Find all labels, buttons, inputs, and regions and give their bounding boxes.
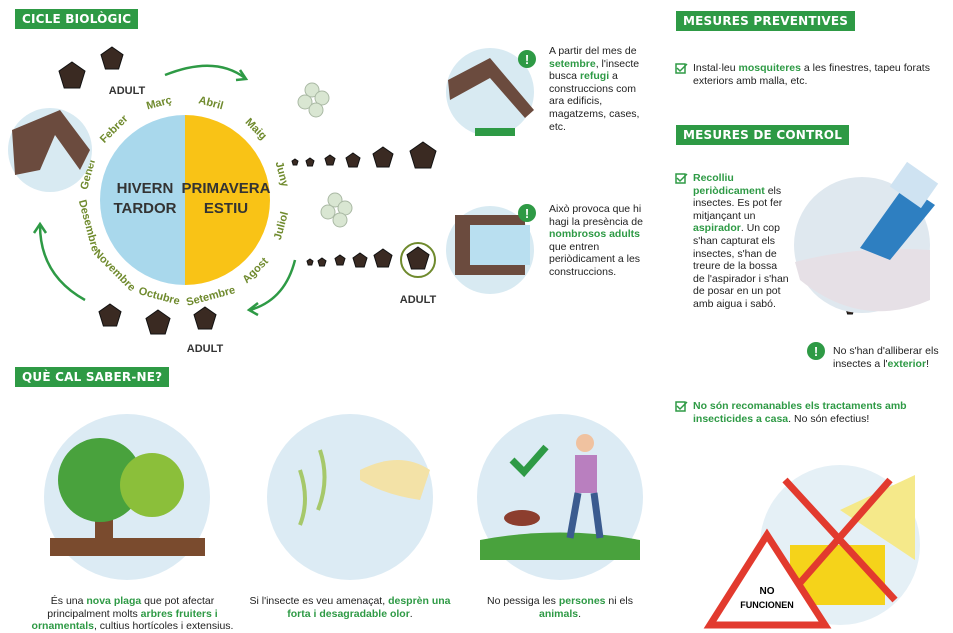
- section-header: QUÈ CAL SABER-NE?: [15, 367, 169, 387]
- note: A partir del mes de setembre, l'insecte …: [549, 45, 649, 133]
- text-segment: animals: [539, 608, 578, 620]
- text-segment: A partir del mes de: [549, 45, 637, 57]
- text-segment: !: [926, 358, 929, 370]
- month: Maig: [243, 116, 269, 142]
- know-caption: Si l'insecte es veu amenaçat, desprèn un…: [245, 595, 455, 620]
- bug-icon: [374, 249, 392, 267]
- control-warning: No s'han d'alliberar els insectes a l'ex…: [833, 345, 951, 370]
- bug-icon: [59, 62, 85, 88]
- text-segment: És una: [51, 595, 87, 607]
- month: Desembre: [76, 199, 101, 253]
- text-segment: mosquiteres: [739, 62, 801, 74]
- season: TARDOR: [113, 200, 176, 217]
- bug-icon: [346, 153, 360, 167]
- month: Setembre: [185, 284, 237, 309]
- bug-icon: [373, 147, 393, 167]
- text-segment: .: [578, 608, 581, 620]
- text-segment: persones: [559, 595, 606, 607]
- adult-label: ADULT: [187, 343, 224, 355]
- know-caption: No pessiga les persones ni els animals.: [470, 595, 650, 620]
- bug-icon: [353, 253, 367, 267]
- section-header: MESURES DE CONTROL: [676, 125, 849, 145]
- sign-text: NO: [760, 586, 775, 597]
- bug-icon: [194, 307, 216, 329]
- text-segment: Instal·leu: [693, 62, 739, 74]
- control-item: Recolliu periòdicament els insectes. Es …: [693, 172, 791, 311]
- bug-icon: [410, 142, 436, 168]
- bug-icon: [325, 155, 335, 165]
- text-segment: setembre: [549, 58, 596, 70]
- bug-icon: [335, 255, 345, 265]
- section-header: MESURES PREVENTIVES: [676, 11, 855, 31]
- text-segment: . Un cop s'han capturat els insectes, s'…: [693, 222, 789, 310]
- text-segment: nombrosos adults: [549, 228, 640, 240]
- control-item: No són recomanables els tractaments amb …: [693, 400, 938, 425]
- svg-text:!: !: [525, 206, 529, 221]
- month: Març: [145, 94, 173, 112]
- page: HIVERN TARDOR PRIMAVERA ESTIU GenerFebre…: [0, 0, 953, 632]
- bug-icon: [407, 247, 429, 269]
- text-segment: nova plaga: [86, 595, 141, 607]
- bug-icon: [101, 47, 123, 69]
- text-segment: que entren periòdicament a les construcc…: [549, 241, 640, 278]
- season: ESTIU: [204, 200, 248, 217]
- text-segment: . No són efectius!: [788, 413, 869, 425]
- text-segment: Recolliu periòdicament: [693, 172, 765, 197]
- season: HIVERN: [117, 180, 174, 197]
- text-segment: No pessiga les: [487, 595, 559, 607]
- bug-icon: [318, 258, 326, 266]
- month: Juny: [273, 160, 291, 189]
- adult-label: ADULT: [400, 294, 437, 306]
- sign-text: FUNCIONEN: [740, 600, 794, 610]
- month: Abril: [197, 94, 224, 112]
- illustration: HIVERN TARDOR PRIMAVERA ESTIU GenerFebre…: [0, 0, 953, 632]
- preventive-item: Instal·leu mosquiteres a les finestres, …: [693, 62, 943, 87]
- bug-icon: [146, 310, 170, 334]
- bug-icon: [307, 259, 313, 265]
- svg-text:!: !: [814, 344, 818, 359]
- season: PRIMAVERA: [182, 180, 271, 197]
- know-caption: És una nova plaga que pot afectar princi…: [20, 595, 245, 633]
- text-segment: ni els: [606, 595, 633, 607]
- section-header: CICLE BIOLÒGIC: [15, 9, 138, 29]
- text-segment: .: [410, 608, 413, 620]
- svg-text:!: !: [525, 52, 529, 67]
- text-segment: Si l'insecte es veu amenaçat,: [249, 595, 388, 607]
- text-segment: , cultius hortícoles i extensius.: [94, 620, 233, 632]
- month: Octubre: [137, 285, 181, 308]
- adult-label: ADULT: [109, 85, 146, 97]
- text-segment: exterior: [888, 358, 927, 370]
- bug-icon: [99, 304, 121, 326]
- text-segment: refugi: [580, 70, 609, 82]
- text-segment: aspirador: [693, 222, 741, 234]
- bug-icon: [292, 159, 298, 165]
- month: Juliol: [272, 210, 291, 241]
- note: Això provoca que hi hagi la presència de…: [549, 203, 649, 279]
- text-segment: Això provoca que hi hagi la presència de: [549, 203, 643, 228]
- bug-icon: [306, 158, 314, 166]
